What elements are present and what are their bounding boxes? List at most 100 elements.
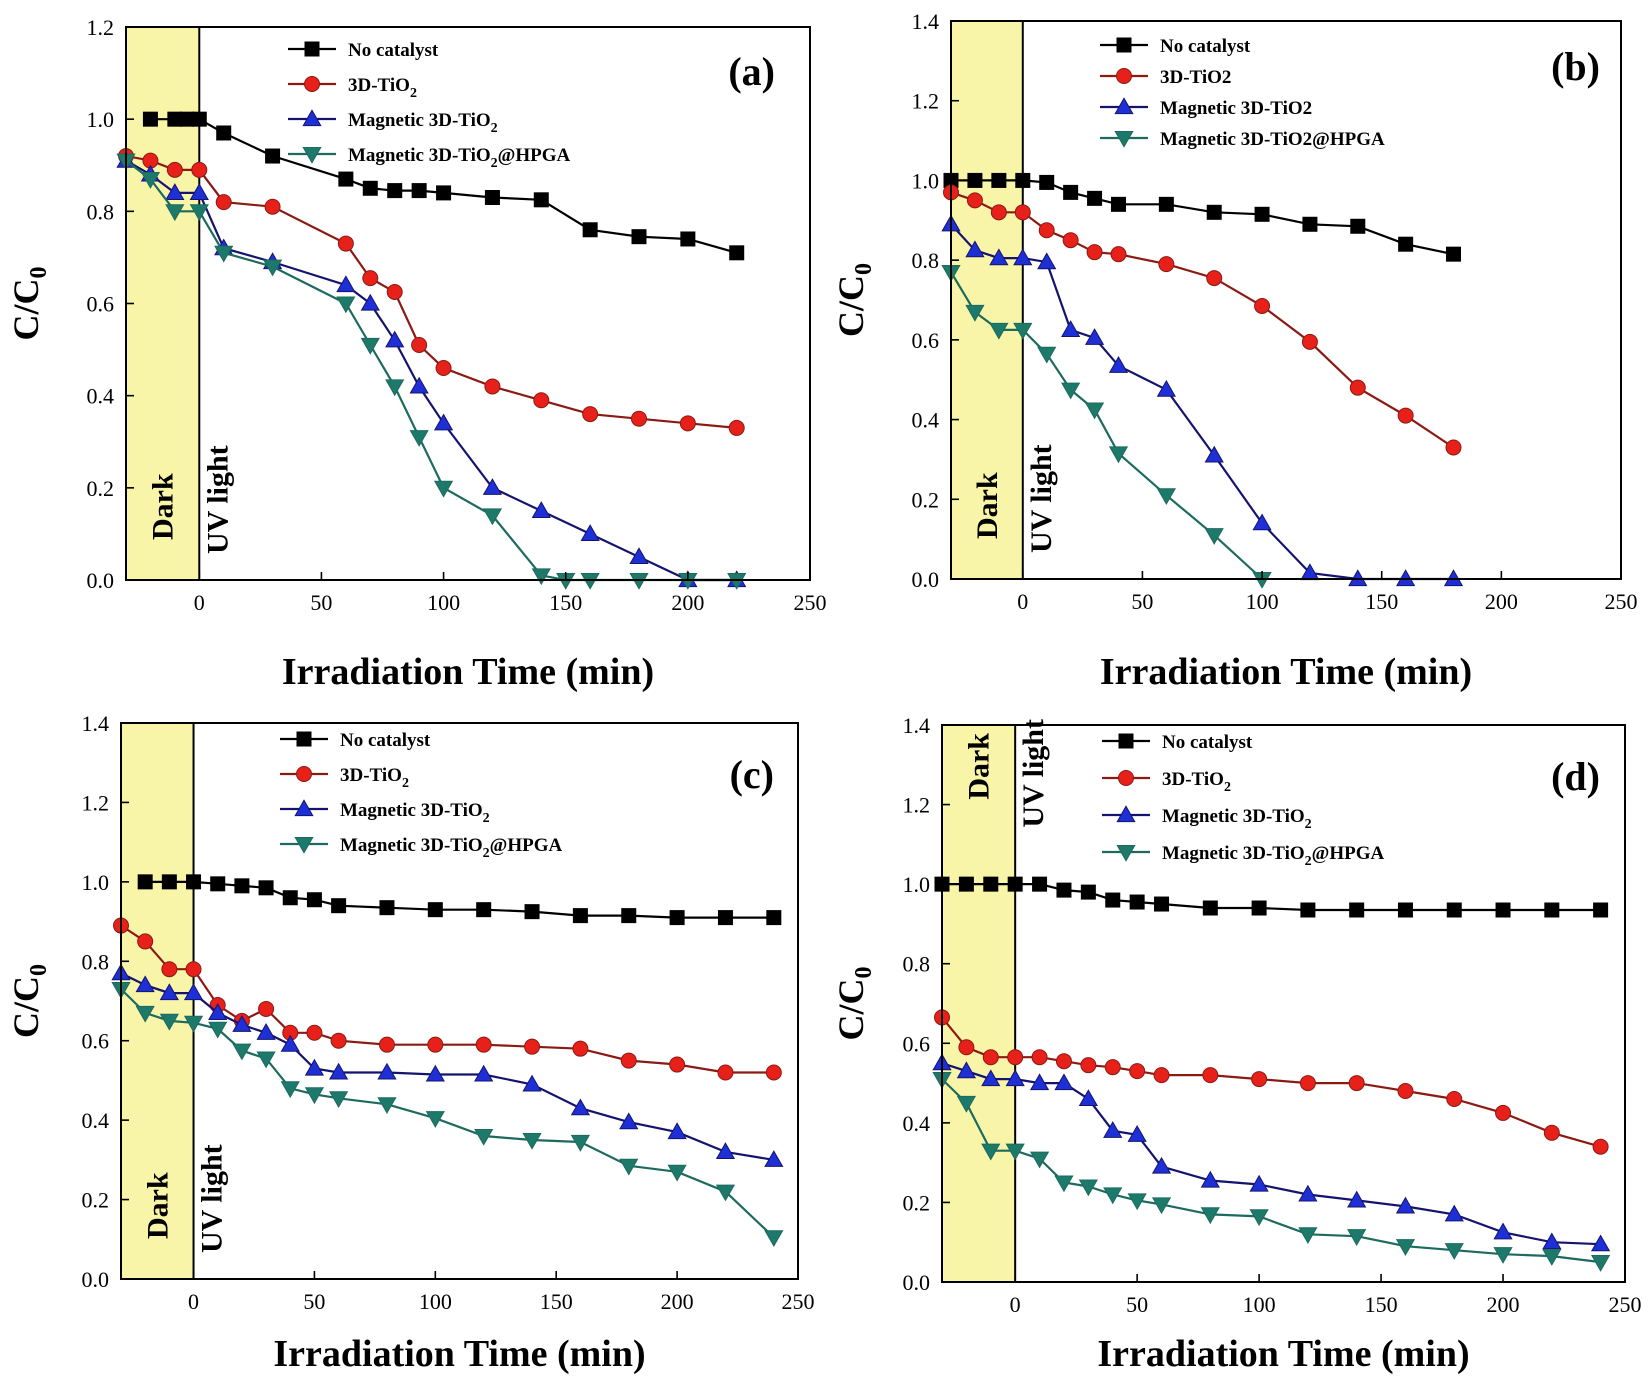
- y-tick-label: 0.4: [82, 1108, 110, 1133]
- data-point: [1156, 379, 1176, 397]
- data-point: [159, 1013, 179, 1031]
- y-tick-label: 1.2: [912, 89, 940, 114]
- data-point: [1013, 322, 1033, 340]
- legend-entry-main: Magnetic 3D-TiO: [1162, 843, 1305, 864]
- data-point: [1005, 1143, 1025, 1161]
- data-point: [210, 876, 226, 892]
- data-point: [1061, 320, 1081, 337]
- data-point: [1347, 1190, 1367, 1208]
- legend-marker: [302, 146, 322, 164]
- data-point: [474, 1128, 494, 1146]
- series-magnetic-3d-tio2-hpga: [932, 1072, 1611, 1272]
- data-point: [1543, 1124, 1560, 1141]
- data-point: [728, 419, 745, 436]
- data-point: [958, 1039, 975, 1056]
- legend-entry: Magnetic 3D-TiO2@HPGA: [1160, 129, 1385, 150]
- chart-panel-a: Dark UV light 0 50 100 150 200 250 0.0 0.2 0.4 0.6 0…: [6, 15, 827, 693]
- y-tick-label: 0.0: [82, 1267, 110, 1292]
- data-point: [1127, 1125, 1147, 1142]
- data-point: [989, 248, 1009, 266]
- data-point: [1397, 902, 1413, 918]
- data-point: [338, 171, 354, 187]
- x-tick-label: 200: [671, 590, 704, 615]
- data-point: [474, 1064, 494, 1082]
- data-point: [362, 180, 378, 196]
- series-3d-tio2: [934, 1009, 1609, 1155]
- data-point: [409, 430, 429, 447]
- data-point: [1080, 1057, 1097, 1074]
- data-point: [214, 245, 234, 263]
- data-point: [1054, 1073, 1074, 1091]
- data-point: [1110, 246, 1127, 263]
- data-point: [1590, 1255, 1611, 1272]
- data-point: [766, 910, 782, 926]
- dark-label: Dark: [147, 473, 180, 540]
- legend-entry: Magnetic 3D-TiO2: [1162, 806, 1312, 832]
- data-point: [328, 1091, 349, 1109]
- data-point: [1014, 204, 1031, 221]
- data-point: [981, 1143, 1001, 1161]
- data-point: [1446, 1090, 1463, 1107]
- data-point: [1084, 402, 1105, 420]
- x-tick-label: 250: [794, 590, 827, 615]
- data-point: [258, 1000, 275, 1017]
- data-point: [764, 1230, 784, 1248]
- data-point: [377, 1062, 397, 1080]
- data-point: [189, 183, 209, 200]
- data-point: [533, 392, 550, 409]
- data-point: [679, 415, 696, 432]
- data-point: [956, 1095, 977, 1113]
- data-point: [1200, 1207, 1220, 1225]
- data-point: [582, 222, 598, 238]
- data-point: [727, 572, 747, 590]
- data-point: [1204, 445, 1224, 463]
- data-point: [208, 1021, 228, 1039]
- y-axis-title-sub: 0: [851, 967, 877, 979]
- x-tick-label: 100: [1246, 589, 1279, 614]
- series-magnetic-3d-tio2: [932, 1053, 1611, 1252]
- data-point: [1056, 882, 1072, 898]
- y-tick-label: 0.2: [87, 476, 115, 501]
- data-point: [1251, 900, 1267, 916]
- legend-entry-main: Magnetic 3D-TiO: [348, 110, 491, 131]
- data-point: [1493, 1222, 1513, 1240]
- data-point: [1037, 252, 1057, 270]
- data-point: [232, 1015, 252, 1032]
- data-point: [166, 161, 183, 178]
- y-tick-label: 0.6: [903, 1031, 931, 1056]
- data-point: [1063, 184, 1079, 200]
- data-point: [186, 874, 202, 890]
- legend-entry: Magnetic 3D-TiO2@HPGA: [1162, 843, 1385, 869]
- data-point: [570, 1098, 591, 1116]
- data-point: [1446, 246, 1461, 262]
- data-point: [304, 1087, 325, 1105]
- data-point: [183, 1015, 204, 1033]
- data-point: [435, 360, 452, 377]
- dark-label: Dark: [141, 1172, 174, 1239]
- chart-panel-c: Dark UV light 0 50 100 150 200 250 0.0 0.2 0.4 0.6 0…: [6, 711, 815, 1375]
- x-tick-label: 0: [194, 590, 205, 615]
- series-magnetic-3d-tio2-hpga: [941, 265, 1272, 589]
- data-point: [1061, 382, 1081, 400]
- legend-entry-sub: 2: [402, 776, 409, 791]
- data-point: [433, 480, 454, 498]
- data-point: [425, 1111, 445, 1128]
- data-point: [1397, 1083, 1414, 1100]
- y-tick-label: 0.2: [903, 1190, 931, 1215]
- data-point: [336, 296, 356, 314]
- data-point: [680, 231, 696, 247]
- x-tick-label: 200: [1487, 1292, 1520, 1317]
- data-point: [427, 902, 443, 918]
- data-point: [1397, 407, 1414, 424]
- data-point: [1007, 876, 1023, 892]
- data-point: [475, 1036, 492, 1053]
- data-point: [185, 961, 202, 978]
- legend-entry: No catalyst: [348, 40, 439, 61]
- legend-marker: [1114, 130, 1134, 148]
- y-tick-label: 0.8: [87, 199, 115, 224]
- data-point: [1039, 174, 1055, 190]
- legend-marker: [302, 109, 322, 127]
- legend-entry: Magnetic 3D-TiO2: [348, 110, 498, 136]
